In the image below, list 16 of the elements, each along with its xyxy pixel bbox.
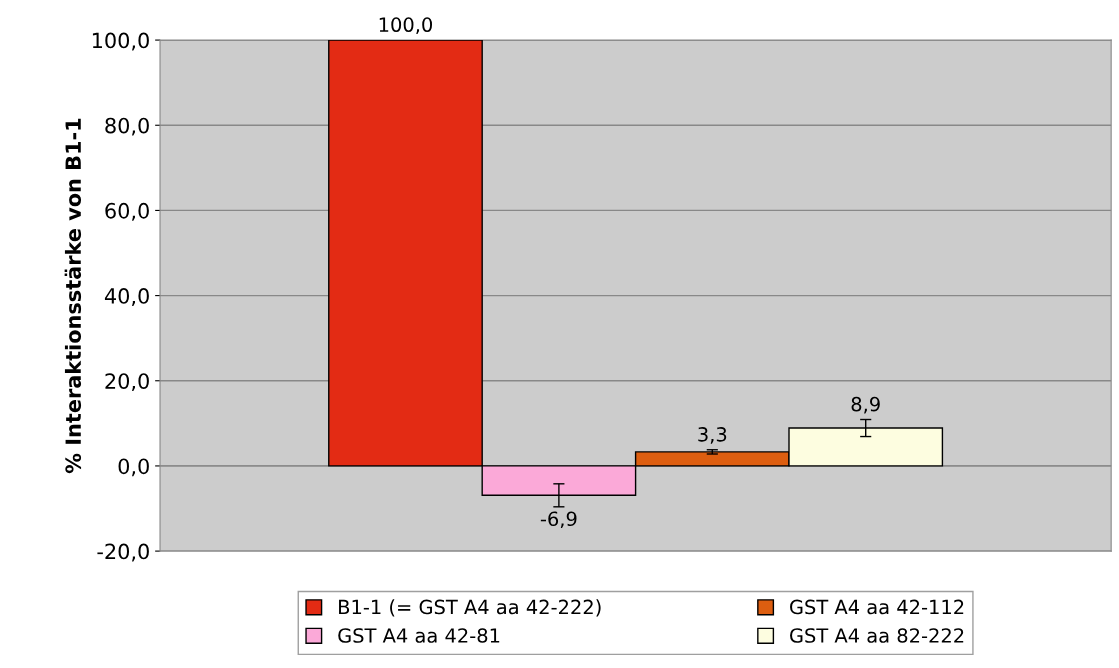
y-tick-label: 60,0 [105, 202, 149, 221]
data-label: 100,0 [379, 17, 433, 35]
y-tick-label: 80,0 [105, 117, 149, 136]
data-label: -6,9 [540, 511, 577, 529]
y-tick-label: 20,0 [105, 373, 149, 392]
legend-label: B1-1 (= GST A4 aa 42-222) [339, 599, 601, 617]
y-tick-label: 0,0 [118, 458, 149, 477]
data-label: 3,3 [698, 427, 727, 444]
y-axis-title: % Interaktionsstärke von B1-1 [64, 118, 82, 474]
y-tick-label: -20,0 [97, 543, 149, 562]
data-label: 8,9 [851, 396, 880, 414]
y-tick-label: 40,0 [104, 288, 149, 306]
legend-label: GST A4 aa 42-81 [338, 628, 500, 643]
legend-label: GST A4 aa 42-112 [790, 599, 964, 615]
y-tick-label: 100,0 [92, 32, 149, 51]
legend-label: GST A4 aa 82-222 [790, 628, 964, 643]
